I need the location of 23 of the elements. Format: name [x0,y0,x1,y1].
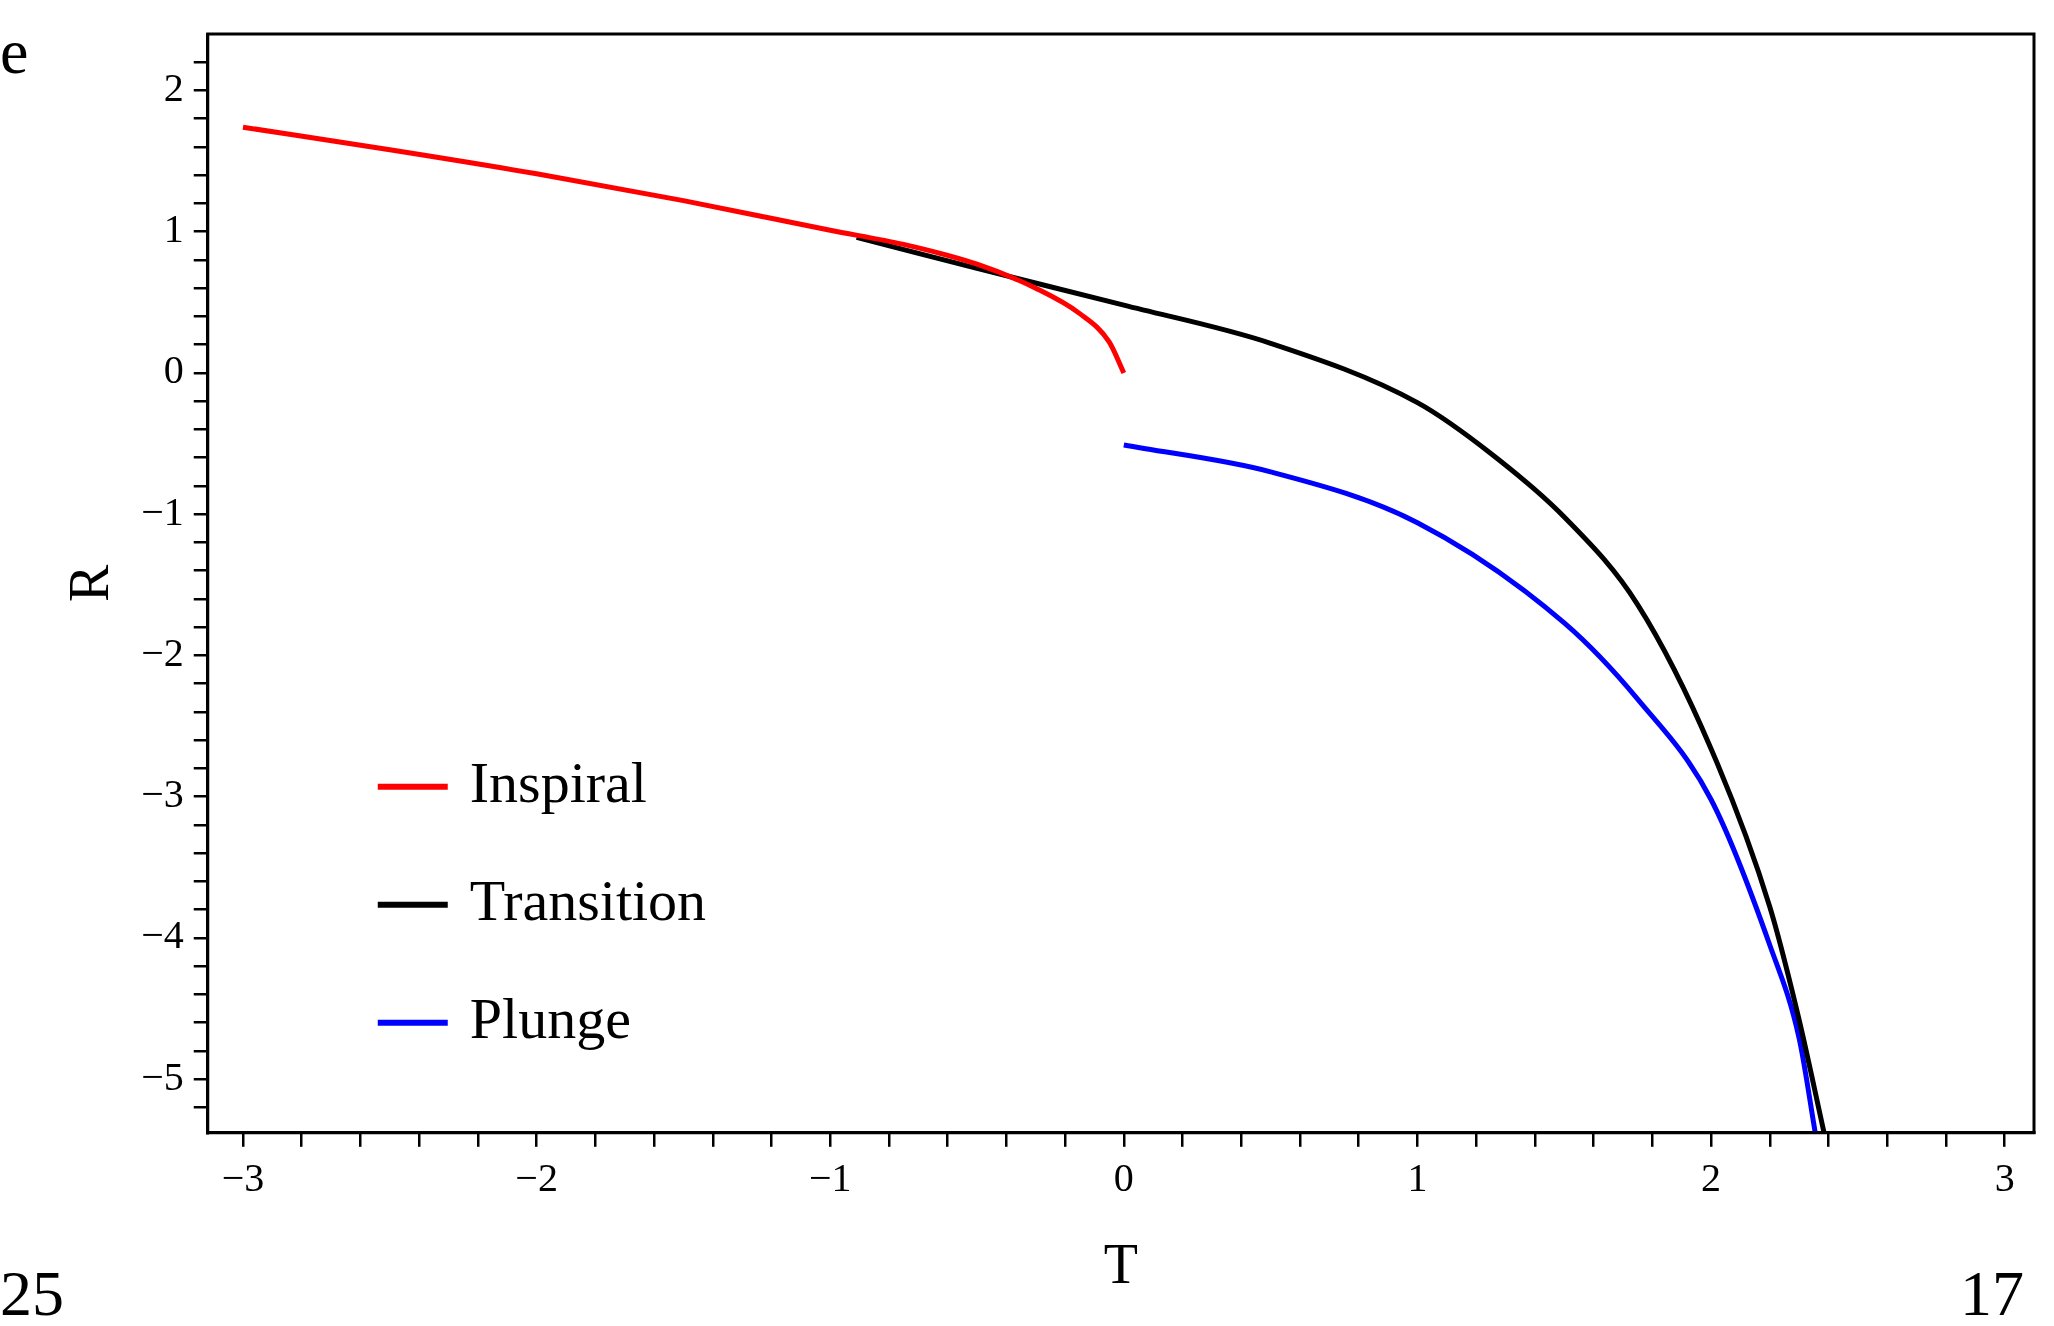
x-tick-label: −1 [808,1155,852,1201]
y-tick-label: −1 [141,488,184,534]
y-axis-title: R [58,564,121,603]
legend-label: Inspiral [469,750,647,816]
x-axis-title: T [1103,1233,1138,1296]
x-tick-label: 2 [1701,1155,1722,1201]
y-tick-label: 0 [163,347,184,393]
x-tick-label: −3 [221,1155,265,1201]
x-tick-label: −2 [515,1155,558,1201]
y-tick-label: −5 [141,1053,184,1099]
x-tick-label: 3 [1994,1155,2015,1201]
text: 25 [0,1258,64,1326]
y-tick-label: 1 [163,206,184,252]
x-tick-label: 0 [1113,1155,1134,1201]
x-tick-label: 1 [1407,1155,1428,1201]
y-tick-label: −4 [141,912,184,958]
y-tick-label: −3 [141,771,184,817]
legend-label: Transition [469,868,707,934]
text: 17 [1960,1258,2024,1326]
text: e [0,16,29,87]
y-tick-label: −2 [141,629,184,675]
legend-label: Plunge [469,986,631,1052]
y-tick-label: 2 [163,64,184,110]
